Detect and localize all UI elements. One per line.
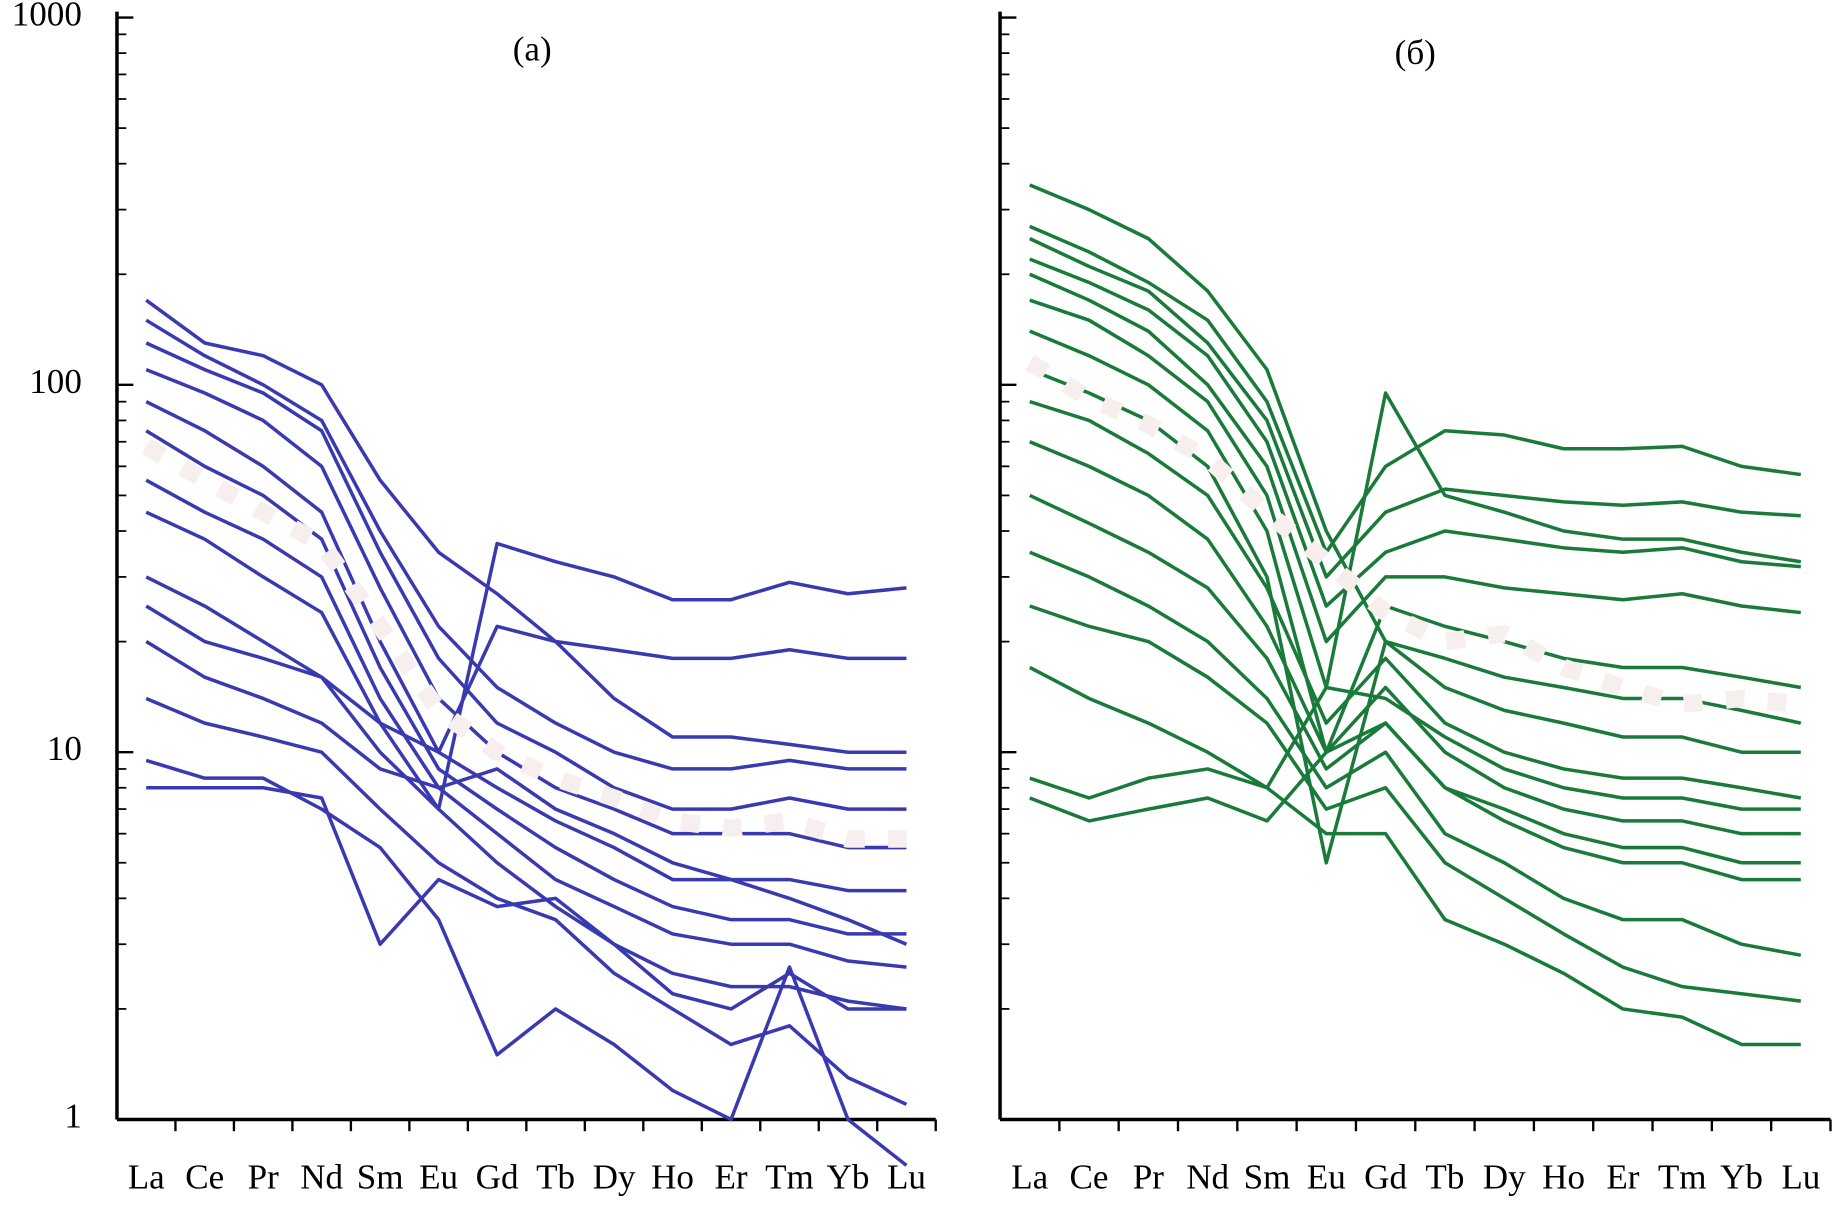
y-tick-label: 1 xyxy=(64,1097,82,1136)
x-tick-label: Gd xyxy=(476,1157,519,1196)
series-line xyxy=(145,298,907,754)
x-tick-label: Ce xyxy=(1070,1157,1109,1196)
x-tick-label: Tm xyxy=(765,1157,814,1196)
x-tick-label: La xyxy=(1011,1157,1048,1196)
chart-title: (б) xyxy=(1395,33,1436,72)
series-line xyxy=(146,785,907,1011)
series-line xyxy=(1029,183,1802,725)
series-line xyxy=(1029,329,1802,754)
series-line xyxy=(145,429,907,936)
y-tick-label: 10 xyxy=(47,729,82,768)
x-tick-label: Gd xyxy=(1364,1157,1407,1196)
series-line xyxy=(145,758,908,1167)
x-tick-label: Nd xyxy=(1186,1157,1229,1196)
series-line xyxy=(1029,298,1802,690)
x-tick-label: Tb xyxy=(536,1157,575,1196)
series-line xyxy=(145,341,907,811)
x-tick-label: Yb xyxy=(1720,1157,1763,1196)
y-tick-label: 100 xyxy=(29,362,82,401)
x-tick-label: Eu xyxy=(419,1157,458,1196)
series-line xyxy=(1029,550,1802,957)
chart-title: (а) xyxy=(513,30,552,69)
y-tick-label: 1000 xyxy=(12,0,82,34)
series-line xyxy=(1028,665,1801,1047)
x-tick-label: Eu xyxy=(1307,1157,1346,1196)
x-tick-label: Yb xyxy=(827,1157,870,1196)
series-line xyxy=(145,318,907,771)
x-tick-label: Lu xyxy=(1781,1157,1820,1196)
x-tick-label: Nd xyxy=(300,1157,343,1196)
x-tick-label: Lu xyxy=(887,1157,926,1196)
series-line xyxy=(1029,224,1802,555)
mean-line xyxy=(1025,355,1802,714)
series-line xyxy=(145,367,907,850)
series-line xyxy=(145,604,907,754)
x-tick-label: Ce xyxy=(185,1157,224,1196)
x-tick-label: Sm xyxy=(1244,1157,1291,1196)
series-line xyxy=(1029,237,1801,579)
series-line xyxy=(145,541,907,811)
series-line xyxy=(145,696,908,1106)
x-tick-label: Dy xyxy=(1483,1157,1526,1196)
x-tick-label: Tm xyxy=(1658,1157,1707,1196)
x-tick-label: Tb xyxy=(1425,1157,1464,1196)
series-line xyxy=(1029,440,1801,836)
x-tick-label: Dy xyxy=(593,1157,636,1196)
x-tick-label: Sm xyxy=(357,1157,404,1196)
series-line xyxy=(145,640,908,946)
series-line xyxy=(1029,685,1801,811)
series-line xyxy=(1029,604,1801,1003)
series-line xyxy=(145,400,907,893)
series-line xyxy=(145,510,907,1011)
x-tick-label: Er xyxy=(1606,1157,1639,1196)
series-line xyxy=(1029,721,1801,865)
series-line xyxy=(145,478,907,969)
x-tick-label: Pr xyxy=(1133,1157,1165,1196)
x-tick-label: Ho xyxy=(1542,1157,1585,1196)
series-line xyxy=(1029,257,1801,608)
series-line xyxy=(1029,272,1801,644)
mean-line xyxy=(141,438,907,848)
x-tick-label: Pr xyxy=(248,1157,280,1196)
x-tick-label: La xyxy=(128,1157,165,1196)
series-line xyxy=(1029,399,1802,800)
x-tick-label: Ho xyxy=(651,1157,694,1196)
x-tick-label: Er xyxy=(714,1157,747,1196)
